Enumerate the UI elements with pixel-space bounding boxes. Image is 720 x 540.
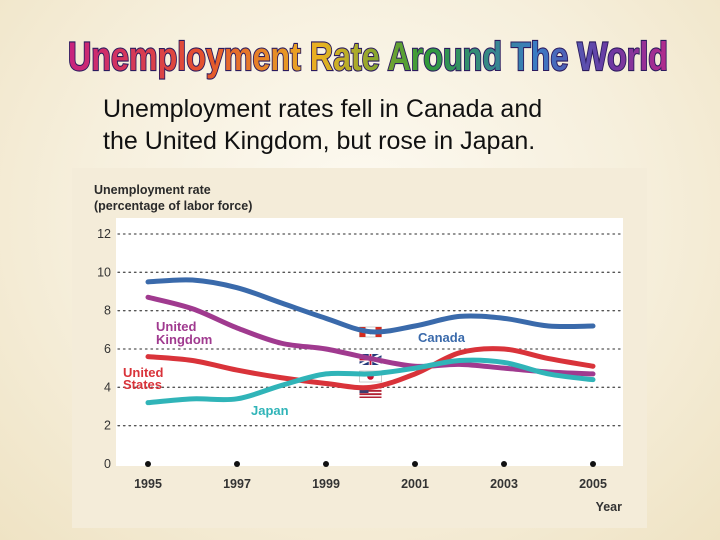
series-label-united-states: United States — [123, 365, 164, 392]
y-tick-label: 8 — [104, 304, 111, 318]
us-flag-stripe — [359, 391, 382, 394]
page-title: Unemployment Rate Around The World — [67, 34, 669, 80]
chart-panel: 0 2 4 6 8 10 12 1995 1997 1999 2001 2003 2005 Canad… — [72, 168, 647, 528]
us-flag-stripe — [359, 395, 382, 397]
series-line-united-kingdom — [145, 294, 596, 377]
svg-text:Unemployment Rate Around The W: Unemployment Rate Around The World — [68, 35, 668, 79]
series-label-canada: Canada — [418, 330, 466, 345]
y-tick-label: 12 — [97, 227, 111, 241]
x-tick-dot — [323, 461, 329, 467]
x-tick-label: 2001 — [401, 477, 429, 491]
subtitle: Unemployment rates fell in Canada and th… — [103, 95, 543, 155]
series-line-japan — [145, 357, 596, 406]
y-tick-label: 4 — [104, 380, 111, 394]
y-axis-title: Unemployment rate (percentage of labor fo… — [94, 183, 252, 213]
x-tick-label: 1995 — [134, 477, 162, 491]
x-tick-dot — [590, 461, 596, 467]
series-label-japan: Japan — [251, 403, 289, 418]
x-axis-title: Year — [596, 500, 623, 514]
x-tick-dot — [234, 461, 240, 467]
y-tick-label: 0 — [104, 457, 111, 471]
x-tick-label: 2005 — [579, 477, 607, 491]
line-chart: 0 2 4 6 8 10 12 1995 1997 1999 2001 2003 2005 Canad… — [94, 183, 624, 514]
y-tick-label: 2 — [104, 419, 111, 433]
x-tick-label: 2003 — [490, 477, 518, 491]
x-tick-label: 1999 — [312, 477, 340, 491]
y-tick-label: 10 — [97, 265, 111, 279]
series-line-canada — [145, 277, 596, 335]
x-tick-dot — [145, 461, 151, 467]
y-tick-label: 6 — [104, 342, 111, 356]
series-line-united-states — [145, 346, 596, 391]
x-tick-label: 1997 — [223, 477, 251, 491]
x-tick-dot — [501, 461, 507, 467]
x-tick-dot — [412, 461, 418, 467]
series-label-united-kingdom: United Kingdom — [156, 319, 212, 347]
plot-area — [116, 218, 623, 466]
